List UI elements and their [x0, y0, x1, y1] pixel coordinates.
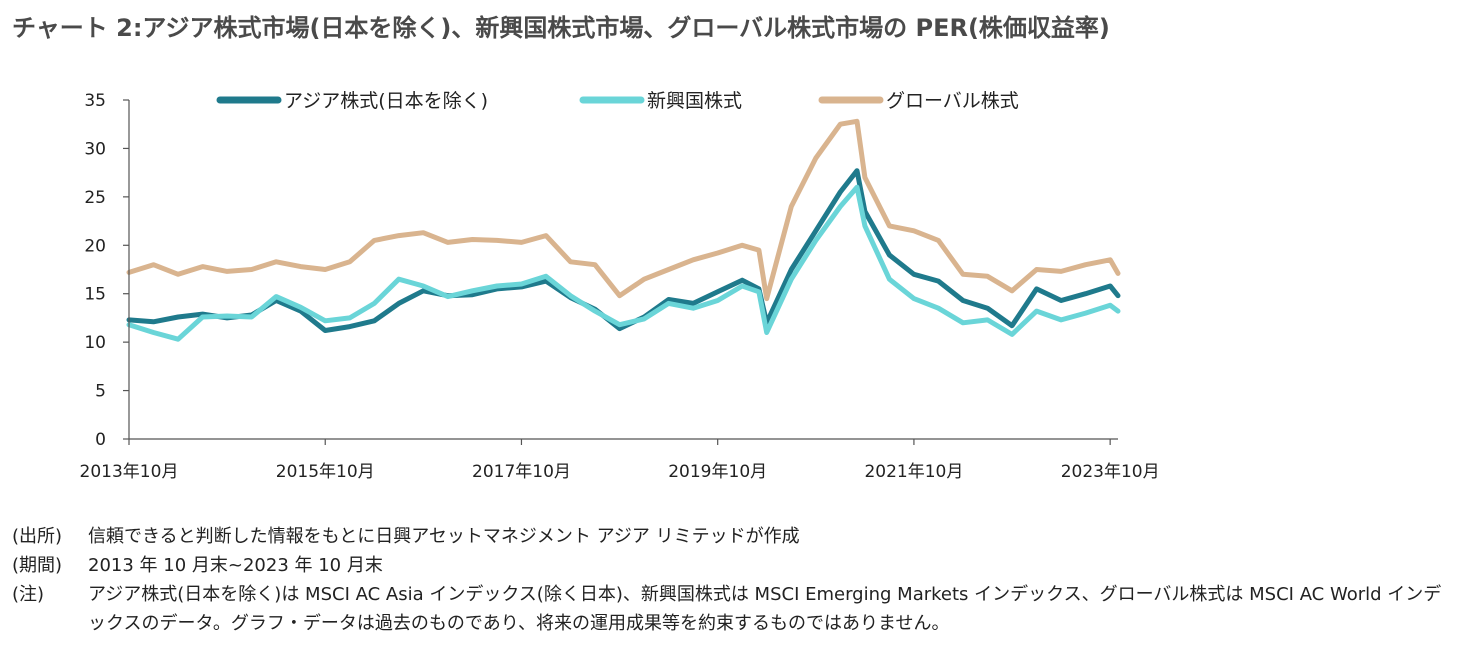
note-remark-text: アジア株式(日本を除く)は MSCI AC Asia インデックス(除く日本)、…: [88, 584, 1442, 634]
legend: アジア株式(日本を除く) 新興国株式 グローバル株式: [216, 90, 1019, 112]
series-line-global: [126, 118, 1121, 302]
note-period: (期間) 2013 年 10 月末~2023 年 10 月末: [12, 551, 1448, 580]
note-remark: (注) アジア株式(日本を除く)は MSCI AC Asia インデックス(除く…: [12, 580, 1448, 638]
x-tick-label: 2015年10月: [276, 462, 375, 482]
y-tick-label: 0: [95, 430, 106, 450]
x-tick-label: 2017年10月: [472, 462, 571, 482]
note-period-label: (期間): [12, 555, 63, 576]
series-line-emerging: [126, 184, 1121, 342]
legend-label: アジア株式(日本を除く): [284, 90, 488, 112]
y-tick-label: 35: [84, 91, 106, 111]
series-layer: [126, 118, 1121, 342]
y-tick-label: 5: [95, 382, 106, 402]
note-source-label: (出所): [12, 526, 63, 547]
x-tick-label: 2021年10月: [864, 462, 963, 482]
note-remark-label: (注): [12, 584, 45, 605]
x-tick-label: 2019年10月: [668, 462, 767, 482]
y-tick-label: 20: [84, 236, 106, 256]
chart-title: チャート 2:アジア株式市場(日本を除く)、新興国株式市場、グローバル株式市場の…: [12, 14, 1110, 42]
notes: (出所) 信頼できると判断した情報をもとに日興アセットマネジメント アジア リミ…: [12, 522, 1448, 638]
y-tick-label: 10: [84, 333, 106, 353]
series-line-asia: [126, 168, 1121, 333]
note-source-text: 信頼できると判断した情報をもとに日興アセットマネジメント アジア リミテッドが作…: [88, 526, 800, 547]
x-tick-label: 2013年10月: [80, 462, 179, 482]
y-tick-label: 25: [84, 188, 106, 208]
legend-label: グローバル株式: [886, 90, 1019, 112]
legend-label: 新興国株式: [647, 90, 742, 112]
note-source: (出所) 信頼できると判断した情報をもとに日興アセットマネジメント アジア リミ…: [12, 522, 1448, 551]
x-tick-label: 2023年10月: [1061, 462, 1160, 482]
y-tick-label: 30: [84, 139, 106, 159]
y-tick-label: 15: [84, 285, 106, 305]
line-chart: アジア株式(日本を除く) 新興国株式 グローバル株式 0 5 10 15 20 25 30 35 2…: [80, 90, 1160, 482]
note-period-text: 2013 年 10 月末~2023 年 10 月末: [88, 555, 383, 576]
axes: 0 5 10 15 20 25 30 35 2013年10月 2015年10月 2017年10月 20…: [80, 91, 1160, 482]
